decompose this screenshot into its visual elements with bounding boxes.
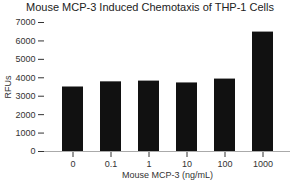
svg-text:0.1: 0.1 [105,159,118,169]
html-text:Mouse MCP-3 Induced Chemotaxis: Mouse MCP-3 Induced Chemotaxis of THP-1 … [26,1,274,13]
svg-text:Mouse MCP-3 (ng/mL): Mouse MCP-3 (ng/mL) [122,170,213,180]
svg-text:100: 100 [217,159,232,169]
svg-text:1000: 1000 [253,159,273,169]
svg-text:1000: 1000 [15,128,35,138]
svg-text:10: 10 [182,159,192,169]
svg-text:4000: 4000 [15,73,35,83]
svg-text:7000: 7000 [15,17,35,27]
svg-text:1: 1 [146,159,151,169]
svg-text:6000: 6000 [15,36,35,46]
svg-text:0: 0 [70,159,75,169]
svg-text:3000: 3000 [15,91,35,101]
svg-text:5000: 5000 [15,54,35,64]
svg-text:0: 0 [30,146,35,156]
svg-text:2000: 2000 [15,110,35,120]
svg-text:RFUs: RFUs [3,75,13,98]
